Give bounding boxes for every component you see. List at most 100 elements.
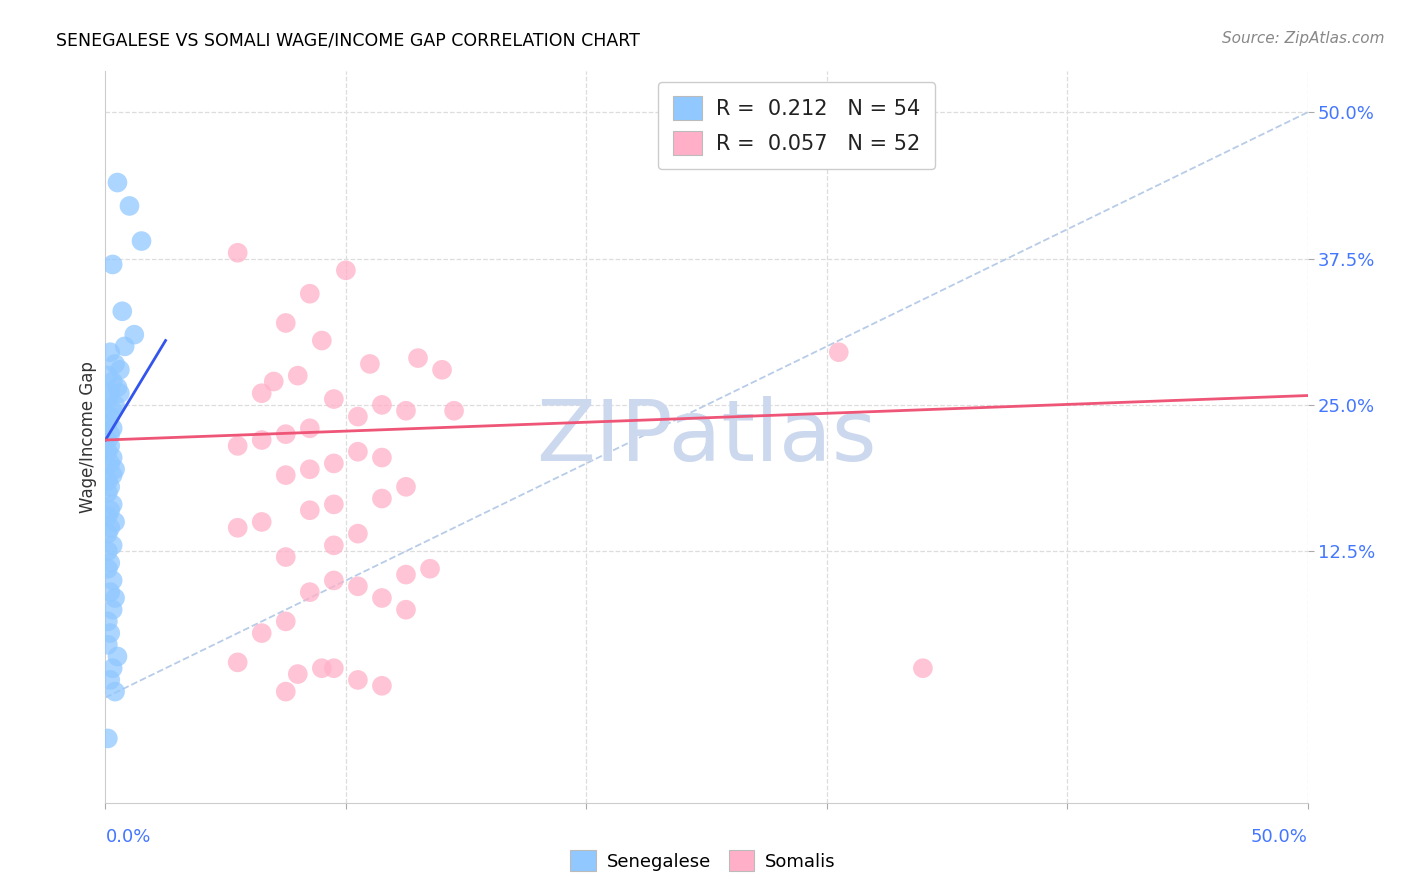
Point — [226, 521, 249, 535]
Point — [107, 176, 129, 190]
Point — [347, 579, 370, 593]
Point — [97, 392, 120, 406]
Point — [107, 649, 129, 664]
Point — [371, 398, 394, 412]
Point — [395, 567, 418, 582]
Point — [274, 427, 297, 442]
Point — [104, 684, 127, 698]
Point — [274, 316, 297, 330]
Point — [298, 462, 321, 476]
Point — [97, 562, 120, 576]
Point — [311, 661, 333, 675]
Point — [395, 480, 418, 494]
Point — [287, 667, 309, 681]
Point — [322, 574, 344, 588]
Text: ZIPatlas: ZIPatlas — [536, 395, 877, 479]
Point — [250, 515, 273, 529]
Point — [419, 562, 441, 576]
Point — [98, 480, 121, 494]
Point — [101, 661, 124, 675]
Point — [406, 351, 429, 365]
Point — [98, 503, 121, 517]
Point — [298, 286, 321, 301]
Point — [111, 304, 134, 318]
Point — [98, 439, 121, 453]
Point — [298, 421, 321, 435]
Text: Source: ZipAtlas.com: Source: ZipAtlas.com — [1222, 31, 1385, 46]
Point — [311, 334, 333, 348]
Point — [911, 661, 934, 675]
Point — [395, 403, 418, 417]
Point — [263, 375, 285, 389]
Point — [274, 549, 297, 564]
Point — [114, 339, 136, 353]
Point — [359, 357, 381, 371]
Point — [226, 245, 249, 260]
Point — [131, 234, 153, 248]
Point — [371, 450, 394, 465]
Point — [98, 386, 121, 401]
Point — [347, 526, 370, 541]
Point — [97, 416, 120, 430]
Point — [430, 363, 453, 377]
Point — [298, 503, 321, 517]
Point — [97, 368, 120, 383]
Point — [98, 626, 121, 640]
Text: 50.0%: 50.0% — [1251, 828, 1308, 846]
Point — [226, 439, 249, 453]
Point — [250, 626, 273, 640]
Point — [118, 199, 141, 213]
Point — [108, 386, 131, 401]
Point — [101, 603, 124, 617]
Point — [226, 656, 249, 670]
Point — [395, 603, 418, 617]
Point — [101, 574, 124, 588]
Point — [335, 263, 357, 277]
Point — [98, 409, 121, 424]
Point — [98, 427, 121, 442]
Point — [250, 386, 273, 401]
Point — [97, 526, 120, 541]
Point — [347, 673, 370, 687]
Point — [98, 673, 121, 687]
Point — [101, 450, 124, 465]
Point — [322, 661, 344, 675]
Point — [322, 457, 344, 471]
Point — [97, 474, 120, 488]
Point — [287, 368, 309, 383]
Point — [101, 421, 124, 435]
Point — [98, 457, 121, 471]
Point — [322, 497, 344, 511]
Point — [371, 591, 394, 605]
Point — [107, 380, 129, 394]
Legend: Senegalese, Somalis: Senegalese, Somalis — [564, 843, 842, 879]
Point — [101, 497, 124, 511]
Point — [97, 731, 120, 746]
Point — [97, 444, 120, 458]
Point — [443, 403, 465, 417]
Text: 0.0%: 0.0% — [105, 828, 150, 846]
Point — [371, 491, 394, 506]
Point — [104, 398, 127, 412]
Point — [101, 538, 124, 552]
Point — [104, 515, 127, 529]
Point — [104, 357, 127, 371]
Y-axis label: Wage/Income Gap: Wage/Income Gap — [79, 361, 97, 513]
Point — [97, 544, 120, 558]
Point — [97, 485, 120, 500]
Point — [347, 409, 370, 424]
Point — [124, 327, 146, 342]
Point — [98, 585, 121, 599]
Point — [274, 684, 297, 698]
Point — [97, 433, 120, 447]
Point — [98, 521, 121, 535]
Point — [97, 509, 120, 524]
Point — [101, 257, 124, 271]
Point — [101, 375, 124, 389]
Point — [371, 679, 394, 693]
Point — [101, 403, 124, 417]
Point — [274, 468, 297, 483]
Point — [250, 433, 273, 447]
Text: SENEGALESE VS SOMALI WAGE/INCOME GAP CORRELATION CHART: SENEGALESE VS SOMALI WAGE/INCOME GAP COR… — [56, 31, 640, 49]
Point — [347, 444, 370, 458]
